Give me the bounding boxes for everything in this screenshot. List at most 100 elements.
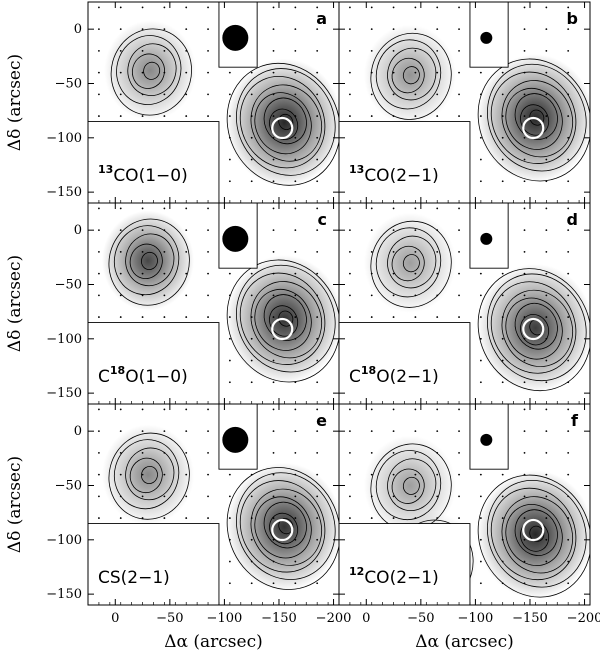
source-circle-a [271, 116, 294, 140]
sample-dot [567, 180, 570, 183]
sample-dot [458, 136, 460, 139]
sample-dot [479, 6, 482, 9]
sample-dot [414, 408, 417, 411]
sample-dot [119, 408, 122, 411]
sample-dot [207, 451, 209, 454]
sample-dot [207, 294, 209, 297]
sample-dot [185, 560, 188, 563]
sample-dot [207, 207, 209, 210]
sample-dot [545, 316, 548, 318]
y-tick-label: −150 [46, 386, 82, 401]
sample-dot [141, 560, 144, 563]
sample-dot [185, 28, 188, 31]
sample-dot [294, 560, 297, 563]
sample-dot [501, 207, 504, 210]
sample-dot [163, 6, 166, 9]
sample-dot [316, 430, 319, 433]
sample-dot [523, 272, 526, 275]
contour-e-0-4 [254, 496, 312, 559]
sample-dot [501, 272, 504, 275]
sample-dot [250, 582, 253, 585]
sample-dot [316, 582, 319, 585]
beam-disk-d [480, 232, 493, 245]
sample-dot [370, 408, 373, 411]
sample-dot [414, 6, 417, 9]
panel-c: c C18O(1−0) [87, 202, 340, 405]
sample-dot [98, 250, 100, 253]
sample-dot [185, 408, 188, 411]
sample-dot [272, 207, 275, 210]
sample-dot [458, 408, 460, 411]
contour-c-0-6 [239, 272, 326, 365]
sample-dot [207, 582, 209, 585]
sample-dot [479, 71, 482, 74]
sample-dot [294, 430, 297, 433]
source-circle-e [271, 518, 294, 542]
x-tick-label: −50 [407, 611, 434, 626]
sample-dot [392, 337, 395, 340]
sample-dot [567, 337, 570, 340]
sample-dot [119, 28, 122, 31]
contour-d-0-3 [514, 302, 558, 350]
sample-dot [567, 250, 570, 253]
sample-dot [545, 517, 548, 519]
sample-dot [349, 451, 351, 454]
sample-dot [414, 229, 417, 232]
sample-dot [163, 408, 166, 411]
sample-dot [163, 136, 166, 139]
contour-f-1-1 [402, 476, 420, 495]
sample-dot [349, 180, 351, 183]
sample-dot [567, 71, 570, 74]
sample-dot [250, 408, 253, 411]
source-circle-b [522, 116, 545, 140]
contour-d-1-1 [402, 254, 420, 273]
x-tick-label: 0 [362, 611, 370, 626]
sample-dot [501, 495, 504, 498]
sample-dot [207, 49, 209, 52]
sample-dot [370, 451, 373, 454]
sample-dot [567, 359, 570, 362]
sample-dot [436, 49, 439, 52]
sample-dot [501, 71, 504, 74]
sample-dot [250, 517, 253, 519]
sample-dot [316, 473, 319, 476]
sample-dot [567, 430, 570, 433]
sample-dot [163, 158, 166, 161]
sample-dot [567, 538, 570, 541]
sample-dot [545, 6, 548, 9]
panel-label-f: 12CO(2−1) [349, 565, 439, 588]
sample-dot [436, 115, 439, 117]
sample-dot [228, 158, 231, 161]
sample-dot [119, 229, 122, 232]
sample-dot [545, 93, 548, 96]
sample-dot [545, 337, 548, 340]
sample-dot [141, 337, 144, 340]
sample-dot [294, 28, 297, 31]
sample-dot [349, 250, 351, 253]
sample-dot [119, 538, 122, 541]
sample-dot [567, 93, 570, 96]
sample-dot [119, 49, 122, 52]
sample-dot [141, 517, 144, 519]
sample-dot [316, 6, 319, 9]
sample-dot [479, 316, 482, 318]
sample-dot [458, 250, 460, 253]
sample-dot [272, 6, 275, 9]
sample-dot [163, 71, 166, 74]
y-tick-label: 0 [74, 424, 82, 439]
sample-dot [458, 49, 460, 52]
contour-c-1-5 [108, 218, 190, 306]
sample-dot [316, 49, 319, 52]
sample-dot [228, 115, 231, 117]
y-tick-label: −100 [46, 131, 82, 146]
sample-dot [316, 538, 319, 541]
sample-dot [141, 538, 144, 541]
sample-dot [163, 495, 166, 498]
sample-dot [98, 49, 100, 52]
contour-b-1-4 [375, 39, 442, 110]
sample-dot [207, 430, 209, 433]
sample-dot [316, 294, 319, 297]
sample-dot [458, 495, 460, 498]
contour-e-0-6 [239, 480, 326, 573]
